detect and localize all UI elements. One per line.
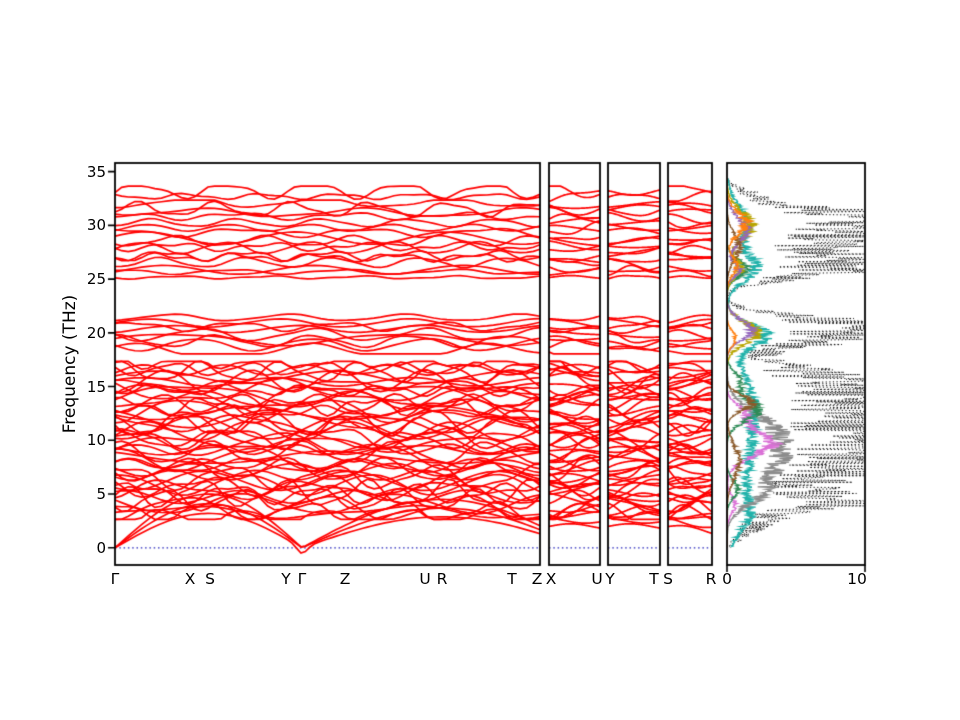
- kpoint-label-z-2: Z: [531, 570, 543, 588]
- dos-x-tick-10: 10: [847, 570, 867, 588]
- y-tick-10: 10: [86, 431, 106, 449]
- kpoint-label-s-2: S: [663, 570, 673, 588]
- kpoint-label-u-1: U: [419, 570, 431, 588]
- kpoint-label-gamma-1: Γ: [110, 570, 120, 588]
- kpoint-label-gamma-2: Γ: [297, 570, 307, 588]
- kpoint-label-t-1: T: [507, 570, 517, 588]
- y-tick-20: 20: [86, 324, 106, 342]
- y-tick-15: 15: [86, 378, 106, 396]
- kpoint-label-y-2: Y: [605, 570, 615, 588]
- kpoint-label-r-1: R: [436, 570, 448, 588]
- kpoint-label-t-2: T: [649, 570, 659, 588]
- y-tick-25: 25: [86, 270, 106, 288]
- kpoint-label-z-1: Z: [339, 570, 351, 588]
- kpoint-label-u-2: U: [591, 570, 603, 588]
- y-tick-35: 35: [86, 163, 106, 181]
- y-tick-30: 30: [86, 216, 106, 234]
- kpoint-label-x-1: X: [184, 570, 196, 588]
- kpoint-label-r-2: R: [705, 570, 717, 588]
- kpoint-label-x-2: X: [545, 570, 557, 588]
- dos-x-tick-0: 0: [722, 570, 732, 588]
- kpoint-label-y-1: Y: [281, 570, 291, 588]
- y-tick-0: 0: [96, 539, 106, 557]
- y-axis-title: Frequency (THz): [60, 294, 80, 434]
- kpoint-label-s-1: S: [205, 570, 215, 588]
- y-tick-5: 5: [96, 485, 106, 503]
